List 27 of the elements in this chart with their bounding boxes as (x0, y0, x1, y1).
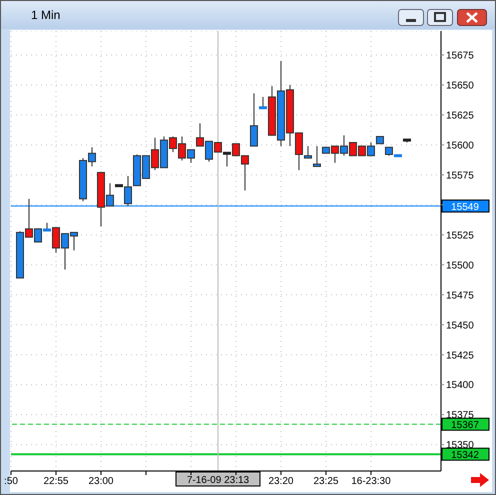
y-tick-label: 15525 (446, 230, 474, 242)
y-tick-label: 15475 (446, 290, 474, 302)
y-tick-label: 15675 (446, 50, 474, 62)
ref-line-label: 15342 (451, 450, 480, 462)
y-tick-label: 15450 (446, 320, 474, 332)
candlestick (250, 92, 258, 147)
ref-line-label: 15367 (451, 420, 480, 432)
x-tick-label: 23:00 (88, 476, 114, 488)
y-tick-label: 15650 (446, 80, 474, 92)
y-tick-label: 15575 (446, 170, 474, 182)
y-tick-label: 15425 (446, 350, 474, 362)
ref-line-label: 15549 (451, 202, 480, 214)
x-tick-label: 16-23:30 (351, 476, 392, 488)
chart-title: 1 Min (31, 8, 60, 22)
x-tick-label: 23:25 (313, 476, 339, 488)
y-tick-label: 15500 (446, 260, 474, 272)
ref-line-label: 7-16-09 23:13 (186, 475, 250, 486)
y-tick-label: 15375 (446, 410, 474, 422)
y-tick-label: 15625 (446, 110, 474, 122)
candlestick (124, 176, 132, 207)
y-tick-label: 15600 (446, 140, 474, 152)
candlestick (312, 146, 321, 167)
x-tick-label: 23:20 (268, 476, 294, 488)
x-tick-label: 22:55 (43, 476, 69, 488)
candlestick (304, 146, 312, 159)
y-tick-label: 15400 (446, 380, 474, 392)
x-tick-label: :50 (4, 476, 18, 488)
